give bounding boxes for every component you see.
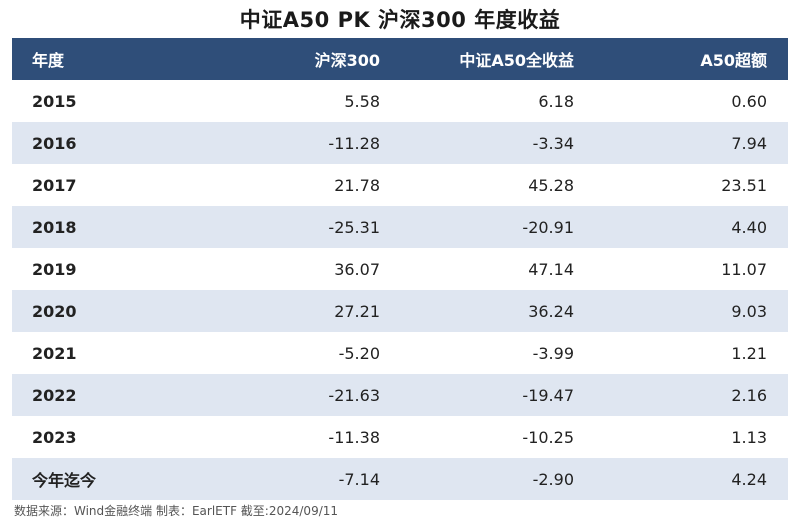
cell-a50-total-return: 47.14 bbox=[528, 259, 574, 279]
cell-a50-total-return: -3.34 bbox=[532, 133, 574, 153]
cell-hs300: -11.38 bbox=[328, 427, 380, 447]
table-row: 2015 5.58 6.18 0.60 bbox=[12, 80, 788, 122]
cell-a50-excess: 1.13 bbox=[731, 427, 767, 447]
cell-a50-excess: 9.03 bbox=[731, 301, 767, 321]
table-row: 2017 21.78 45.28 23.51 bbox=[12, 164, 788, 206]
table-title: 中证A50 PK 沪深300 年度收益 bbox=[239, 8, 561, 32]
header-a50-total-return: 中证A50全收益 bbox=[459, 51, 574, 70]
row-year: 2015 bbox=[32, 91, 77, 111]
row-year: 2021 bbox=[32, 343, 77, 363]
cell-a50-total-return: 36.24 bbox=[528, 301, 574, 321]
cell-hs300: -7.14 bbox=[338, 469, 380, 489]
cell-a50-excess: 11.07 bbox=[721, 259, 767, 279]
table-row: 今年迄今 -7.14 -2.90 4.24 bbox=[12, 458, 788, 500]
cell-hs300: 21.78 bbox=[334, 175, 380, 195]
cell-a50-total-return: -20.91 bbox=[522, 217, 574, 237]
cell-a50-excess: 0.60 bbox=[731, 91, 767, 111]
row-year: 2023 bbox=[32, 427, 77, 447]
cell-hs300: 5.58 bbox=[344, 91, 380, 111]
returns-table: 年度 沪深300 中证A50全收益 A50超额 2015 5.58 6.18 0.60… bbox=[12, 38, 788, 500]
table-row: 2018 -25.31 -20.91 4.40 bbox=[12, 206, 788, 248]
cell-a50-total-return: -19.47 bbox=[522, 385, 574, 405]
cell-a50-total-return: -10.25 bbox=[522, 427, 574, 447]
source-note: 数据来源：Wind金融终端 制表：EarlETF 截至:2024/09/11 bbox=[14, 504, 339, 518]
cell-a50-total-return: -2.90 bbox=[532, 469, 574, 489]
row-year: 2020 bbox=[32, 301, 77, 321]
cell-a50-excess: 4.24 bbox=[731, 469, 767, 489]
table-row: 2021 -5.20 -3.99 1.21 bbox=[12, 332, 788, 374]
cell-a50-total-return: -3.99 bbox=[532, 343, 574, 363]
table-row: 2020 27.21 36.24 9.03 bbox=[12, 290, 788, 332]
table-row: 2022 -21.63 -19.47 2.16 bbox=[12, 374, 788, 416]
cell-hs300: -5.20 bbox=[338, 343, 380, 363]
header-a50-excess: A50超额 bbox=[700, 51, 767, 70]
cell-a50-total-return: 6.18 bbox=[538, 91, 574, 111]
cell-hs300: 27.21 bbox=[334, 301, 380, 321]
cell-hs300: -21.63 bbox=[328, 385, 380, 405]
row-year: 2017 bbox=[32, 175, 77, 195]
cell-a50-excess: 23.51 bbox=[721, 175, 767, 195]
row-year: 2022 bbox=[32, 385, 77, 405]
row-year: 2016 bbox=[32, 133, 77, 153]
cell-a50-excess: 4.40 bbox=[731, 217, 767, 237]
cell-a50-total-return: 45.28 bbox=[528, 175, 574, 195]
table-row: 2019 36.07 47.14 11.07 bbox=[12, 248, 788, 290]
cell-a50-excess: 7.94 bbox=[731, 133, 767, 153]
table-header-row: 年度 沪深300 中证A50全收益 A50超额 bbox=[12, 38, 788, 80]
header-year: 年度 bbox=[32, 51, 65, 70]
cell-hs300: -11.28 bbox=[328, 133, 380, 153]
header-hs300: 沪深300 bbox=[314, 51, 380, 70]
row-year: 2019 bbox=[32, 259, 77, 279]
cell-a50-excess: 1.21 bbox=[731, 343, 767, 363]
row-year: 今年迄今 bbox=[32, 471, 97, 490]
table-row: 2023 -11.38 -10.25 1.13 bbox=[12, 416, 788, 458]
table-body: 2015 5.58 6.18 0.60 2016 -11.28 -3.34 7.94 2017 2… bbox=[12, 80, 788, 500]
cell-hs300: -25.31 bbox=[328, 217, 380, 237]
table-row: 2016 -11.28 -3.34 7.94 bbox=[12, 122, 788, 164]
row-year: 2018 bbox=[32, 217, 77, 237]
cell-a50-excess: 2.16 bbox=[731, 385, 767, 405]
cell-hs300: 36.07 bbox=[334, 259, 380, 279]
